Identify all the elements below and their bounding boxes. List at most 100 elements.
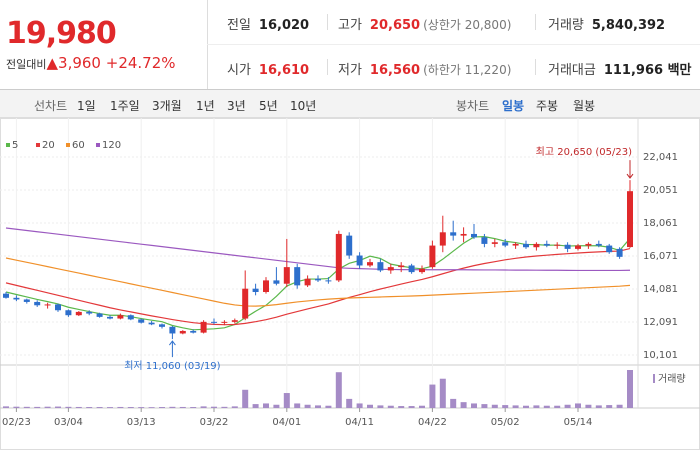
period-button[interactable]: 3년 [227,99,246,113]
volume-bar [627,370,633,408]
candle-body [387,267,394,271]
stats-row: 시가 16,610 저가 16,560 (하한가 11,220) 거래대금 111,96… [207,45,700,89]
legend-label: 60 [72,140,85,151]
volume-bar [231,406,238,408]
candle-period-button[interactable]: 월봉 [573,99,596,113]
candle-body [585,243,592,246]
volume-bar [65,406,72,408]
volume-bar [502,405,509,408]
separator [535,59,536,75]
period-button[interactable]: 5년 [259,99,278,113]
volume-bar [13,406,20,408]
volume-bar [595,405,602,408]
current-price: 19,980 [6,16,117,51]
candle-period-button[interactable]: 일봉 [502,99,525,113]
candle-body [65,310,72,316]
period-button[interactable]: 1일 [77,99,96,113]
volume-bar [335,372,342,408]
change-percent: +24.72% [105,54,176,72]
stat-value: 16,020 [258,18,310,33]
change: 전일대비▲3,960 +24.72% [6,54,176,72]
period-button[interactable]: 3개월 [152,99,182,113]
volume-bar [283,393,290,408]
volume-bar [471,403,477,408]
moving-average [5,227,631,272]
separator [327,14,328,30]
candle-period-button[interactable]: 주봉 [536,99,559,113]
candle-body [408,265,415,273]
candle-body [419,268,425,273]
volume-bar [543,405,550,408]
volume-bar [408,406,415,408]
candle-body [564,244,571,249]
volume-bar [606,405,613,408]
candle-body [34,301,41,306]
row-divider [207,44,700,45]
candle-body [159,324,165,327]
change-amount: ▲3,960 [46,54,101,72]
x-tick-label: 04/11 [345,417,374,428]
candle-body [606,245,613,253]
volume-bar [211,406,217,408]
stat-label: 거래량 [548,18,584,33]
candle-body [44,304,51,306]
candle-body [325,280,332,282]
candle-body [23,299,30,302]
moving-average [5,257,631,307]
candle-body [86,311,93,314]
volume-bar [387,405,394,408]
legend-swatch [66,143,70,147]
legend-swatch [96,143,100,147]
y-tick-label: 12,091 [643,317,678,328]
period-button[interactable]: 1년 [196,99,215,113]
stat-label: 전일 [227,18,251,33]
toolbar: 선차트 1일 1주일 3개월 1년 3년 5년 10년 봉차트 일봉 주봉 월봉 [0,90,700,118]
volume-bar [377,405,384,408]
stat-label: 고가 [338,18,362,33]
separator [535,14,536,30]
candle-body [179,330,186,334]
period-button[interactable]: 1주일 [110,99,140,113]
legend-swatch [6,143,10,147]
candle-body [471,233,477,238]
volume-bar [356,403,363,408]
y-tick-label: 18,061 [643,218,678,229]
x-tick-label: 03/22 [200,417,229,428]
moving-average [5,247,631,326]
y-tick-label: 20,051 [643,185,678,196]
legend-label: 120 [102,140,121,151]
volume-bar [491,404,498,408]
volume-bar [616,404,623,408]
volume-bar [564,404,571,408]
stats-row: 전일 16,020 고가 20,650 (상한가 20,800) 거래량 5,840,3… [207,0,700,44]
candle-body [107,316,113,319]
candle-body [512,243,519,246]
period-button[interactable]: 10년 [290,99,317,113]
x-tick-label: 05/02 [491,417,520,428]
candle-body [3,293,9,298]
quote-header: 19,980 전일대비▲3,960 +24.72% 전일 16,020 고가 20,… [0,0,700,90]
stat-value: 20,650 [369,18,421,33]
legend-swatch [36,143,40,147]
volume-bar [585,404,592,408]
volume-bar [44,406,51,408]
annotation: 최저 11,060 (03/19) [124,360,220,372]
stat-label: 거래대금 [548,63,596,78]
candle-chart-label: 봉차트 [456,99,490,113]
volume-bar [575,403,581,408]
volume-bar [325,405,332,408]
volume-bar [398,406,405,408]
chart: 10,101 12,091 14,081 16,071 18,061 20,051 22,0… [0,118,700,450]
change-label: 전일대비 [6,58,47,71]
legend-swatch [653,374,655,383]
volume-bar [294,403,301,408]
volume-bar [138,407,145,408]
volume-bar [554,405,561,408]
candle-body [367,262,373,266]
stat-value: 16,560 [369,63,421,78]
candle-body [450,232,457,236]
stat-value: 111,966 백만 [603,63,692,78]
candle-body [575,245,581,249]
volume-bar [346,398,353,408]
